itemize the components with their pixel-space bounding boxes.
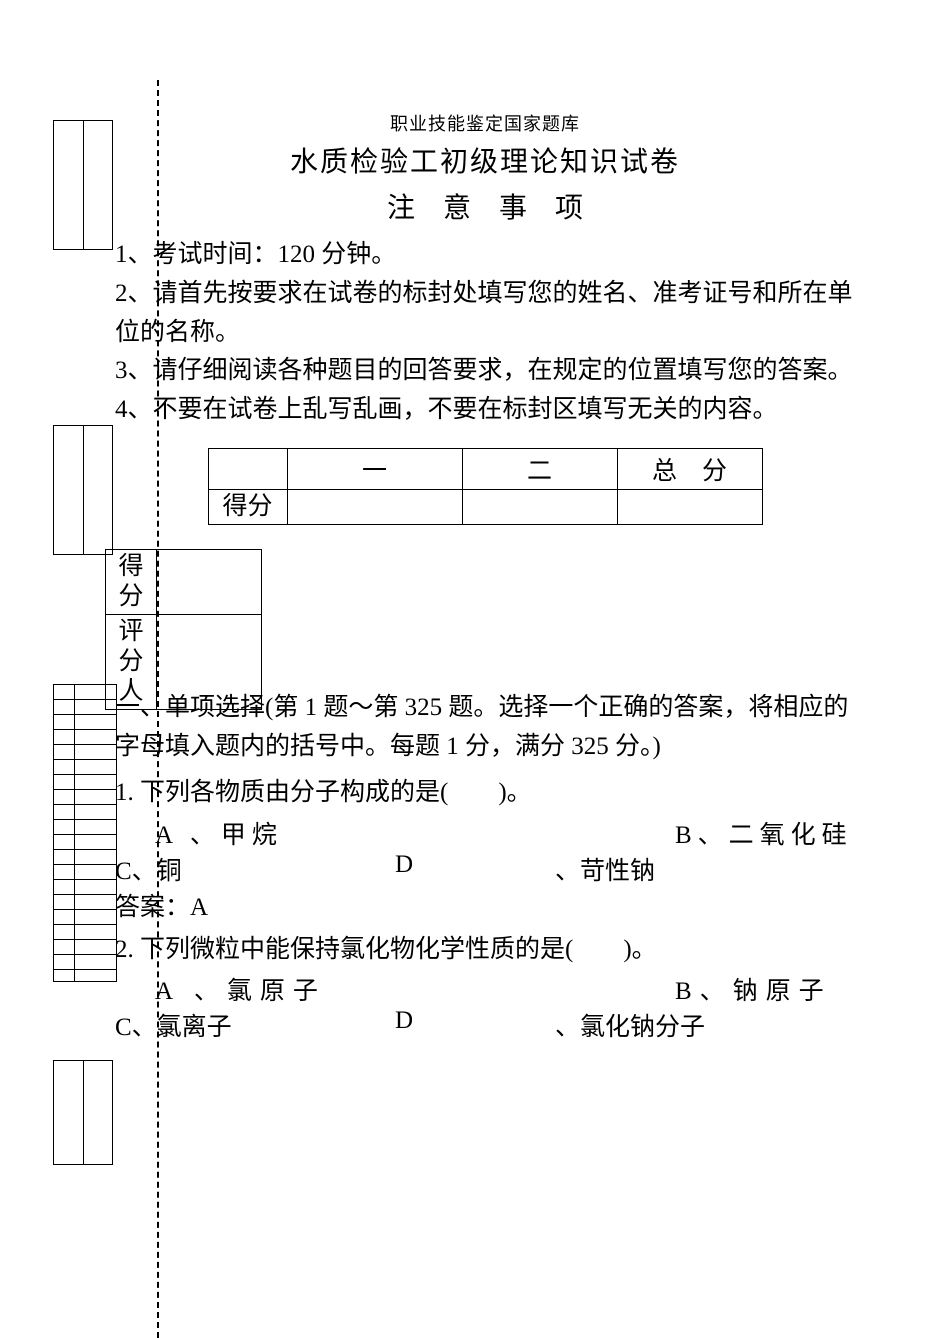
score-cell-2 [462,489,617,524]
score-cell-1 [287,489,462,524]
instruction-4: 4、不要在试卷上乱写乱画，不要在标封区填写无关的内容。 [115,391,855,430]
score-table-wrap: 一 二 总 分 得分 [115,448,855,525]
q1-opt-a: A 、甲烷 [115,815,675,851]
q2-opt-c: C、氯离子 [115,1007,395,1043]
instruction-2: 2、请首先按要求在试卷的标封处填写您的姓名、准考证号和所在单位的名称。 [115,275,855,353]
grader-table: 得分 评分人 [105,549,262,710]
q2-opt-a: A 、氯原子 [115,971,675,1007]
q2-text: 下列微粒中能保持氯化物化学性质的是( )。 [140,936,657,963]
instruction-3: 3、请仔细阅读各种题目的回答要求，在规定的位置填写您的答案。 [115,352,855,391]
grader-score-label: 得分 [106,549,157,614]
question-1: 1. 下列各物质由分子构成的是( )。 [115,772,855,815]
q2-number: 2. [115,929,134,972]
grader-reviewer-label: 评分人 [106,614,157,709]
q1-opt-d-text: 、苛性钠 [555,851,655,887]
score-header-col2: 二 [462,448,617,489]
score-row-label: 得分 [208,489,287,524]
q2-opt-b: B、钠原子 [675,971,832,1007]
q1-opt-b: B、二氧化硅 [675,815,853,851]
q1-text: 下列各物质由分子构成的是( )。 [140,779,532,806]
score-table: 一 二 总 分 得分 [208,448,763,525]
q1-options-row1: A 、甲烷 B、二氧化硅 [115,815,855,851]
margin-box-2 [53,425,113,555]
q1-opt-d-label: D [395,851,555,887]
margin-ruler [53,684,117,982]
score-header-blank [208,448,287,489]
q1-answer: 答案：A [115,887,855,923]
instruction-1: 1、考试时间：120 分钟。 [115,236,855,275]
question-2: 2. 下列微粒中能保持氯化物化学性质的是( )。 [115,929,855,972]
grader-reviewer-blank [157,614,262,709]
score-header-total: 总 分 [617,448,762,489]
q2-opt-d-text: 、氯化钠分子 [555,1007,705,1043]
q2-opt-d-label: D [395,1007,555,1043]
score-cell-total [617,489,762,524]
grader-table-wrap: 得分 评分人 [105,549,262,710]
margin-box-3 [53,1060,113,1165]
score-header-col1: 一 [287,448,462,489]
q1-options-row2: C、铜 D 、苛性钠 [115,851,855,887]
main-content: 职业技能鉴定国家题库 水质检验工初级理论知识试卷 注意事项 1、考试时间：120… [115,110,855,1043]
q2-options-row2: C、氯离子 D 、氯化钠分子 [115,1007,855,1043]
notice-label: 注意事项 [115,186,855,226]
margin-box-1 [53,120,113,250]
header-title: 水质检验工初级理论知识试卷 [115,140,855,180]
grader-score-blank [157,549,262,614]
q1-opt-c: C、铜 [115,851,395,887]
q2-options-row1: A 、氯原子 B、钠原子 [115,971,855,1007]
header-small-title: 职业技能鉴定国家题库 [115,110,855,136]
q1-number: 1. [115,772,134,815]
